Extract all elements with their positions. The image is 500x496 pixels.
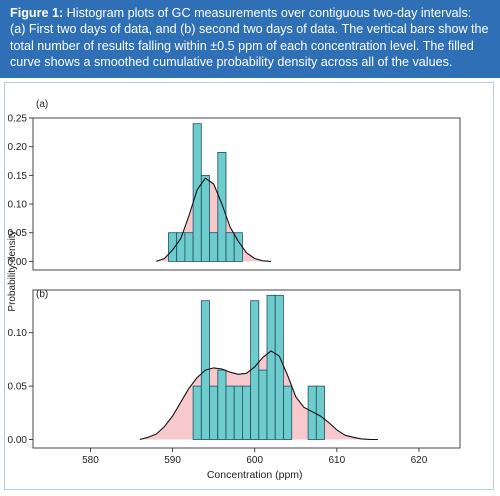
y-tick-label: 0.10	[8, 328, 28, 339]
x-tick-label: 600	[246, 455, 263, 466]
figure-frame: 0.00 0.05 0.10 0.15 0.20 0.25 (a) Probability d…	[4, 82, 494, 490]
histogram-bar	[192, 123, 202, 262]
plot-area-b	[32, 289, 461, 449]
histogram-bar	[209, 232, 219, 262]
plot-area-a	[32, 117, 461, 271]
y-tick-label: 0.05	[8, 228, 28, 239]
y-tick-label: 0.25	[8, 114, 28, 125]
figure-label: Figure 1:	[10, 6, 64, 20]
histogram-bar	[274, 294, 284, 440]
histogram-bar	[184, 232, 194, 262]
density-curve-a	[156, 177, 272, 262]
panel-label-b: (b)	[36, 289, 48, 300]
histogram-bar	[233, 385, 243, 440]
histogram-bar	[209, 385, 219, 440]
figure-caption-text: Histogram plots of GC measurements over …	[10, 6, 489, 70]
y-tick-label: 0.10	[8, 200, 28, 211]
y-tick-label: 0.05	[8, 382, 28, 393]
y-tick-label: 0.15	[8, 171, 28, 182]
y-tick-label: 0.20	[8, 142, 28, 153]
y-tick-label: 0.00	[8, 435, 28, 446]
figure-caption: Figure 1: Histogram plots of GC measurem…	[0, 0, 500, 78]
histogram-bar	[200, 175, 210, 262]
x-tick-label: 590	[164, 455, 181, 466]
y-tick-label: 0.00	[8, 257, 28, 268]
histogram-bar	[225, 385, 235, 440]
histogram-bar	[217, 369, 227, 440]
histogram-bar	[283, 385, 293, 440]
histogram-chart: 0.00 0.05 0.10 0.15 0.20 0.25 (a) Probability d…	[7, 99, 461, 481]
histogram-bar	[250, 300, 260, 440]
histogram-bar	[258, 369, 268, 440]
histogram-bar	[217, 152, 227, 262]
histogram-bar	[225, 232, 235, 262]
x-tick-label: 610	[328, 455, 345, 466]
x-axis-label: Concentration (ppm)	[207, 469, 303, 481]
density-curve-b	[139, 350, 378, 441]
x-tick-label: 620	[411, 455, 428, 466]
y-axis-label: Probability density	[7, 230, 18, 311]
x-tick-label: 580	[82, 455, 99, 466]
histogram-bar	[192, 385, 202, 440]
histogram-bar	[315, 385, 325, 440]
panel-label-a: (a)	[36, 99, 48, 110]
histogram-bar	[241, 385, 251, 440]
histogram-bar	[168, 232, 178, 262]
histogram-bar	[266, 294, 276, 440]
